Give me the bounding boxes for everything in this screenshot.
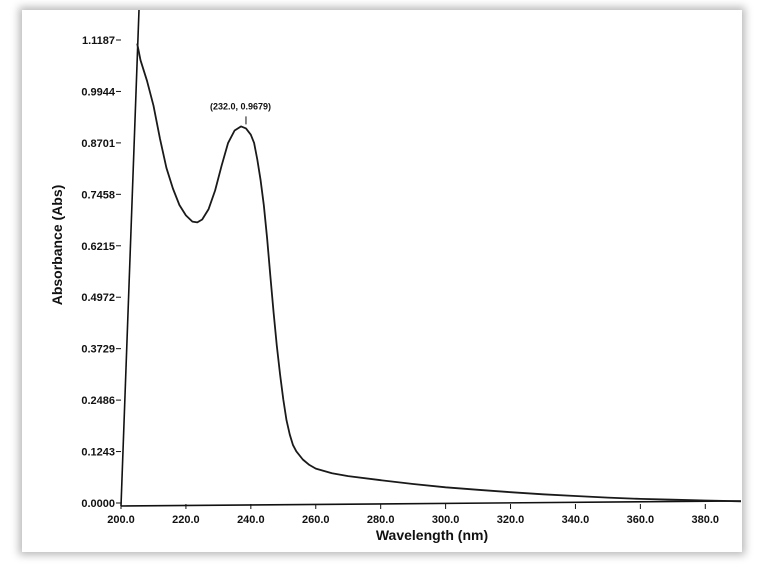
annotation-group: (232.0, 0.9679): [210, 101, 271, 125]
y-tick-label: 0.3729: [81, 344, 115, 356]
y-axis-line: [120, 9, 140, 507]
x-axis-ticks: 200.0 220.0 240.0 260.0 280.0 300.0 320.0 340.0…: [107, 504, 719, 526]
x-tick-label: 320.0: [497, 514, 525, 526]
x-axis-line: [120, 500, 742, 507]
x-tick-label: 380.0: [692, 514, 720, 526]
y-axis-ticks: 0.0000 0.1243 0.2486 0.3729 0.4972 0.6215 0.74…: [81, 35, 121, 510]
x-tick-label: 260.0: [302, 514, 330, 526]
y-tick-label: 0.0000: [81, 498, 115, 510]
y-tick-label: 0.6215: [81, 241, 115, 253]
y-tick-label: 0.8701: [81, 138, 115, 150]
x-axis-title: Wavelength (nm): [376, 527, 488, 543]
x-tick-label: 220.0: [172, 514, 200, 526]
y-tick-label: 0.4972: [81, 292, 115, 304]
chart-frame: [22, 10, 742, 552]
x-tick-label: 360.0: [627, 514, 655, 526]
x-tick-label: 200.0: [107, 514, 135, 526]
y-tick-label: 0.7458: [81, 189, 115, 201]
series-group: [136, 43, 742, 503]
x-tick-label: 340.0: [562, 514, 590, 526]
y-tick-label: 1.1187: [82, 35, 115, 47]
x-tick-label: 300.0: [432, 514, 460, 526]
x-tick-label: 240.0: [237, 514, 265, 526]
y-tick-label: 0.9944: [81, 86, 116, 98]
y-tick-label: 0.2486: [81, 395, 115, 407]
y-tick-label: 0.1243: [81, 447, 115, 459]
x-tick-label: 280.0: [367, 514, 395, 526]
absorbance-series-line: [136, 43, 742, 503]
y-axis-title: Absorbance (Abs): [49, 185, 65, 306]
peak-annotation: (232.0, 0.9679): [210, 101, 271, 111]
